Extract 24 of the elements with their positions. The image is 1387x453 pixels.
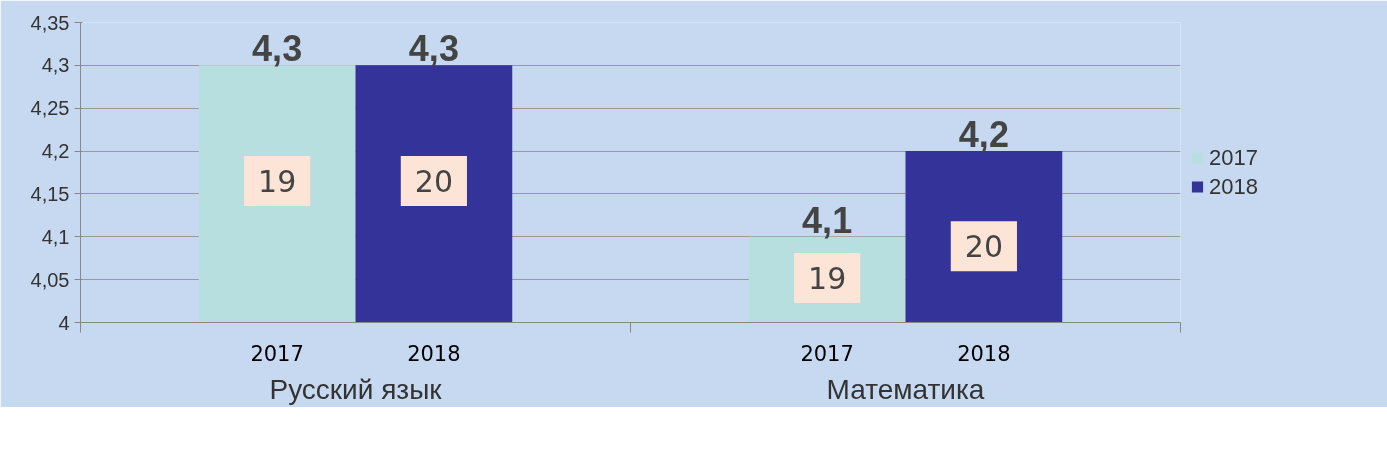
legend-label: 2017 — [1209, 144, 1258, 171]
text: 2018 — [957, 341, 1011, 366]
y-tick-label: 4,15 — [30, 182, 70, 205]
y-tick-label: 4,3 — [41, 54, 70, 77]
y-tick-label: 4,1 — [41, 225, 70, 248]
y-tick-label: 4 — [58, 311, 70, 334]
annotation: 19 — [808, 260, 847, 296]
legend-label: 2018 — [1209, 173, 1258, 200]
annotation: 19 — [258, 164, 297, 200]
x-tick-label: Математика — [826, 373, 985, 405]
data-label: 4,2 — [958, 114, 1009, 156]
data-label: 4,3 — [252, 28, 303, 70]
data-label: 4,1 — [802, 199, 853, 241]
x-tick-label: Русский язык — [269, 373, 443, 405]
y-tick-label: 4,05 — [30, 268, 70, 291]
annotation: 20 — [414, 164, 453, 200]
y-tick-label: 4,2 — [41, 140, 70, 163]
text: 2018 — [407, 341, 461, 366]
data-label: 4,3 — [408, 28, 459, 70]
y-tick-label: 4,25 — [30, 97, 70, 120]
y-tick-label: 4,35 — [30, 11, 70, 34]
text: 2017 — [800, 341, 854, 366]
annotation: 20 — [964, 229, 1003, 265]
text: 2017 — [250, 341, 304, 366]
